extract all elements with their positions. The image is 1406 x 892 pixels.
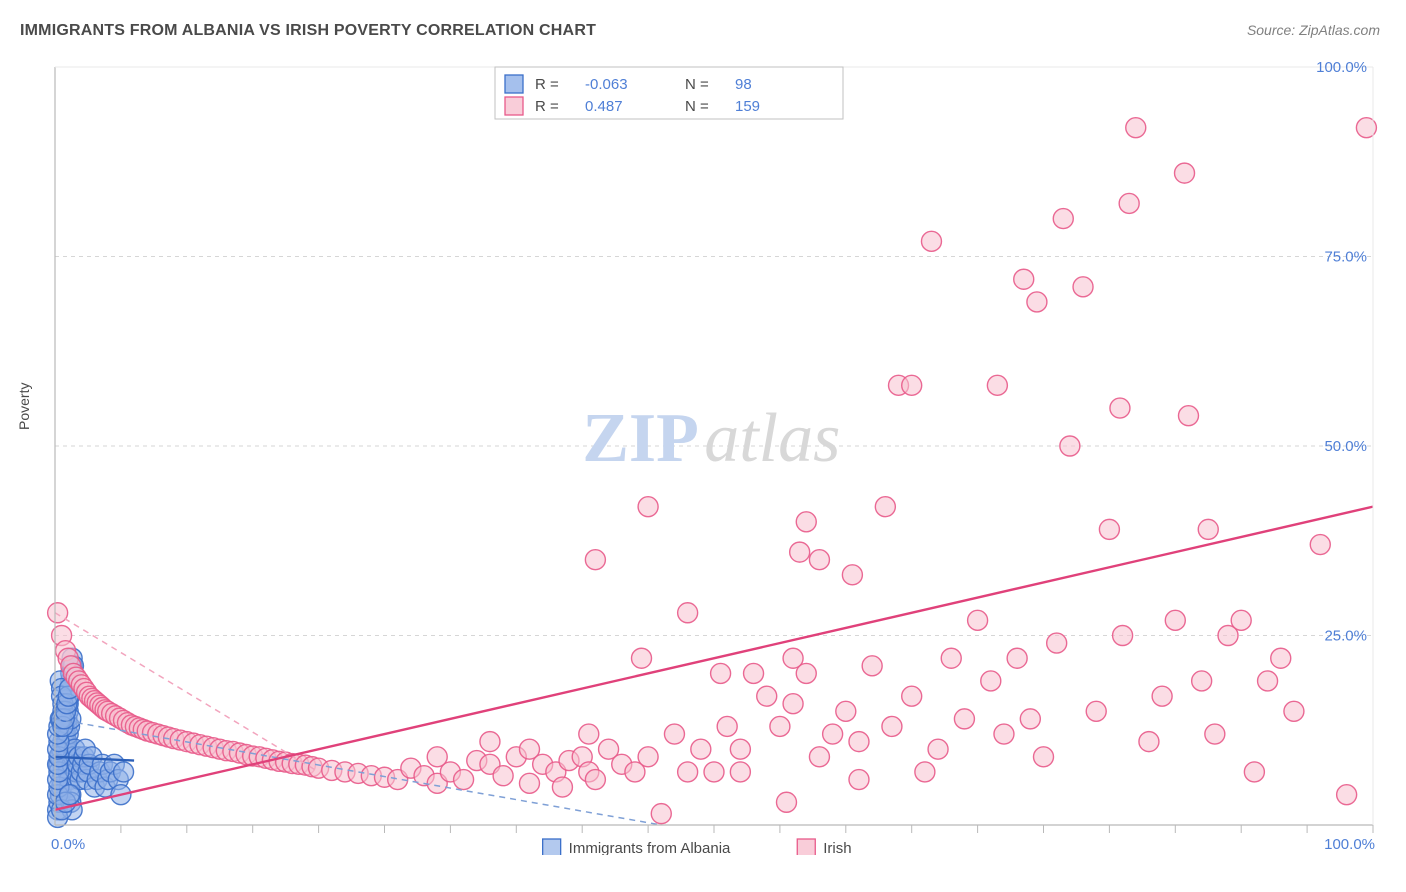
chart-title: IMMIGRANTS FROM ALBANIA VS IRISH POVERTY… xyxy=(20,22,596,40)
svg-text:-0.063: -0.063 xyxy=(585,76,628,93)
chart-container: ZIPatlas 25.0% 50.0% 75.0% 100.0% 0.0% 100.0% R… xyxy=(45,55,1385,855)
svg-text:N =: N = xyxy=(685,76,709,93)
source-attribution: Source: ZipAtlas.com xyxy=(1247,22,1380,38)
svg-text:25.0%: 25.0% xyxy=(1324,628,1367,645)
y-axis-label: Poverty xyxy=(16,383,32,430)
svg-text:atlas: atlas xyxy=(704,400,840,477)
svg-text:98: 98 xyxy=(735,76,752,93)
svg-text:100.0%: 100.0% xyxy=(1324,836,1375,853)
svg-text:Irish: Irish xyxy=(823,840,851,855)
svg-text:R =: R = xyxy=(535,76,559,93)
scatter-chart: ZIPatlas 25.0% 50.0% 75.0% 100.0% 0.0% 100.0% R… xyxy=(45,55,1385,855)
svg-text:75.0%: 75.0% xyxy=(1324,249,1367,266)
svg-text:R =: R = xyxy=(535,98,559,115)
svg-text:ZIP: ZIP xyxy=(582,400,699,477)
svg-text:50.0%: 50.0% xyxy=(1324,438,1367,455)
svg-text:159: 159 xyxy=(735,98,760,115)
svg-text:Immigrants from Albania: Immigrants from Albania xyxy=(569,840,731,855)
svg-text:0.487: 0.487 xyxy=(585,98,623,115)
svg-text:N =: N = xyxy=(685,98,709,115)
svg-text:0.0%: 0.0% xyxy=(51,836,85,853)
svg-text:100.0%: 100.0% xyxy=(1316,59,1367,76)
